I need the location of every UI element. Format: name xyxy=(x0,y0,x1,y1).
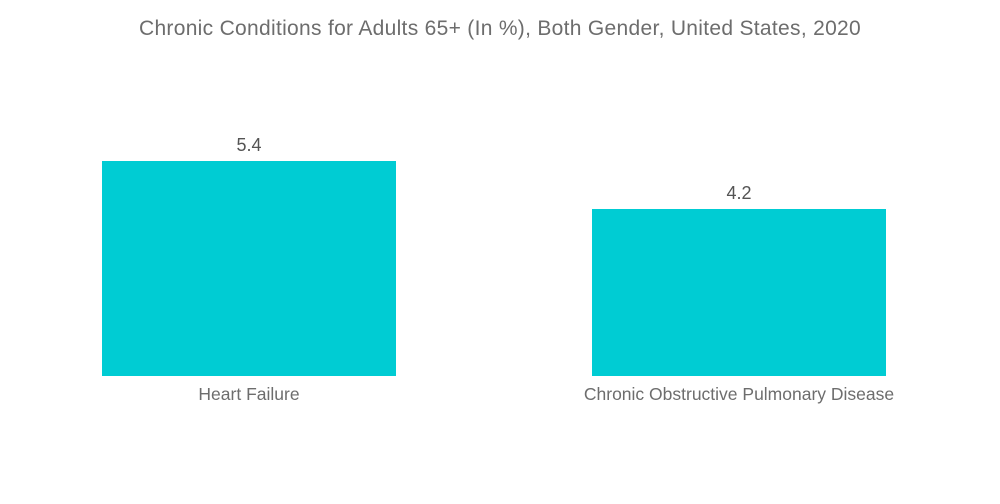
bar-copd xyxy=(592,209,886,376)
category-label-copd: Chronic Obstructive Pulmonary Disease xyxy=(583,384,895,404)
category-label-heart-failure: Heart Failure xyxy=(198,384,300,404)
value-label-heart-failure: 5.4 xyxy=(236,135,262,155)
chart-title: Chronic Conditions for Adults 65+ (In %)… xyxy=(138,17,862,40)
value-label-copd: 4.2 xyxy=(726,183,752,203)
bar-group-heart-failure: 5.4 Heart Failure xyxy=(102,136,396,403)
bar-heart-failure xyxy=(102,161,396,376)
bar-group-copd: 4.2 Chronic Obstructive Pulmonary Diseas… xyxy=(584,184,894,403)
